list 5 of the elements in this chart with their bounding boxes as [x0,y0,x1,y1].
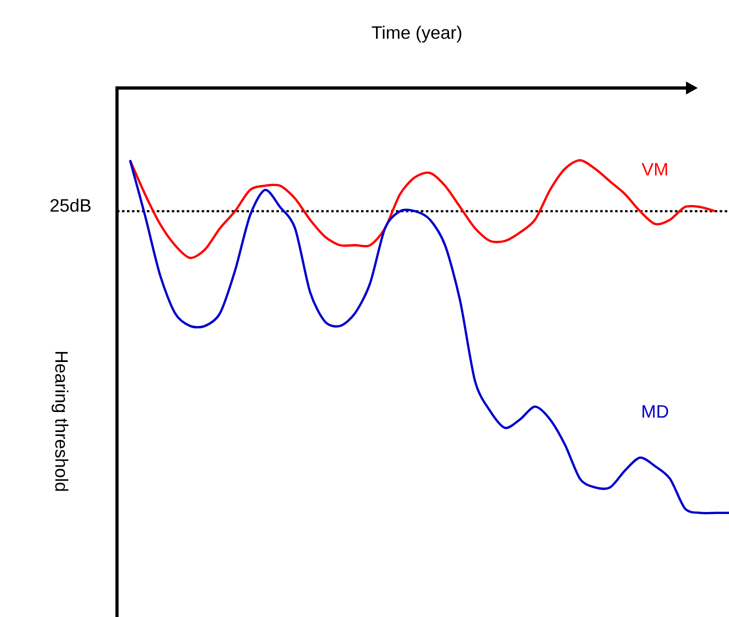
x-axis-title: Time (year) [372,26,462,42]
text: MD [642,405,668,418]
ref-line-label: 25dB [50,198,91,212]
y-axis-title: Hearing threshold [52,352,68,491]
series-label: VM [642,163,668,176]
